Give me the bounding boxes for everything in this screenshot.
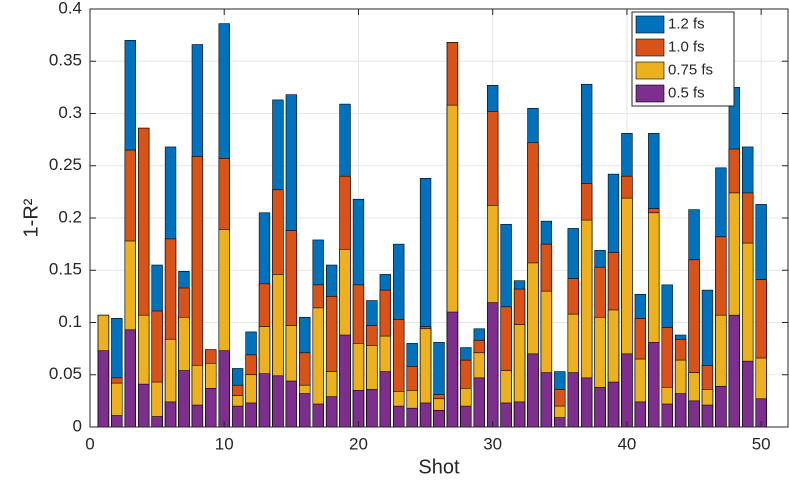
legend-label: 1.0 fs xyxy=(668,38,705,55)
x-tick-label: 0 xyxy=(85,434,94,453)
legend-label: 0.75 fs xyxy=(668,61,713,78)
bar xyxy=(487,302,499,428)
bar xyxy=(191,404,204,428)
legend-swatch xyxy=(635,15,665,34)
y-tick-label: 0.15 xyxy=(49,260,82,279)
bar xyxy=(701,404,714,428)
bar xyxy=(540,372,553,428)
bar xyxy=(97,350,110,428)
bar xyxy=(621,353,633,428)
y-tick-label: 0.1 xyxy=(58,312,82,331)
bar xyxy=(218,350,230,428)
bar xyxy=(567,372,579,428)
bar xyxy=(661,403,673,428)
bar xyxy=(500,402,512,428)
bar xyxy=(688,400,700,428)
bar xyxy=(124,329,136,428)
bar xyxy=(715,385,727,428)
y-axis-label: 1-R² xyxy=(20,198,42,237)
bar xyxy=(205,388,217,428)
bar xyxy=(272,375,284,428)
y-tick-label: 0.25 xyxy=(49,155,82,174)
bar xyxy=(554,417,566,428)
bar xyxy=(299,393,311,428)
bar xyxy=(312,403,324,428)
bar xyxy=(379,371,391,428)
x-axis-label: Shot xyxy=(418,456,460,478)
bar xyxy=(594,386,606,428)
y-tick-label: 0.2 xyxy=(58,207,82,226)
y-tick-label: 0.3 xyxy=(58,103,82,122)
bar xyxy=(164,401,177,428)
bar xyxy=(648,342,660,428)
bar xyxy=(607,381,620,428)
legend-label: 1.2 fs xyxy=(668,15,705,32)
x-tick-label: 10 xyxy=(215,434,234,453)
legend-swatch xyxy=(635,84,665,103)
y-tick-label: 0 xyxy=(73,416,82,435)
bar xyxy=(111,415,123,428)
y-tick-label: 0.4 xyxy=(58,0,82,17)
bar xyxy=(728,314,740,428)
x-tick-label: 50 xyxy=(752,434,771,453)
legend-label: 0.5 fs xyxy=(668,84,705,101)
bar xyxy=(446,311,459,428)
bar xyxy=(742,360,754,428)
bar xyxy=(138,383,150,428)
bar xyxy=(674,393,687,428)
bar xyxy=(433,409,445,428)
legend-swatch xyxy=(635,61,665,80)
bar xyxy=(325,396,338,428)
bar xyxy=(245,402,257,428)
bar xyxy=(419,402,432,428)
legend-swatch xyxy=(635,38,665,57)
bar xyxy=(473,377,485,428)
bar xyxy=(527,353,539,428)
bar xyxy=(151,416,163,428)
bar xyxy=(231,405,244,428)
bar xyxy=(406,407,418,428)
bar xyxy=(393,405,405,428)
x-tick-label: 20 xyxy=(349,434,368,453)
bar xyxy=(178,370,190,428)
bar xyxy=(285,380,298,428)
bar xyxy=(513,401,526,428)
bar xyxy=(339,334,351,428)
bar xyxy=(366,389,378,428)
bar xyxy=(258,373,271,428)
x-tick-label: 40 xyxy=(617,434,636,453)
bar xyxy=(634,401,647,428)
x-tick-label: 30 xyxy=(483,434,502,453)
bar xyxy=(460,405,472,428)
bar xyxy=(580,377,593,428)
y-tick-label: 0.35 xyxy=(49,51,82,70)
y-tick-label: 0.05 xyxy=(49,364,82,383)
